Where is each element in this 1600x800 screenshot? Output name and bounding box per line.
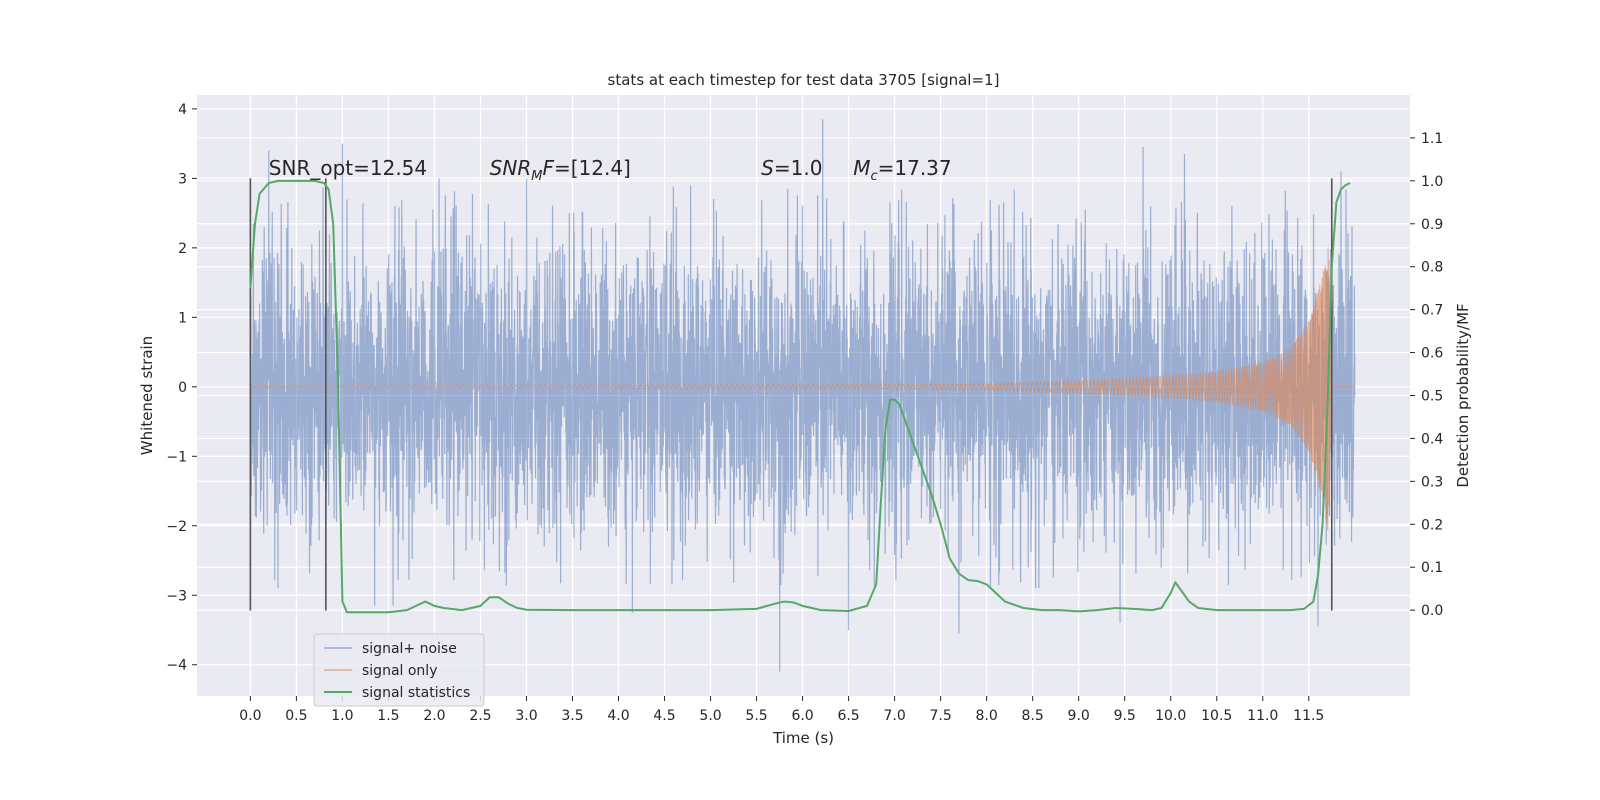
x-tick-label: 11.5 [1293, 708, 1324, 724]
x-tick-label: 7.0 [883, 708, 905, 724]
annotation-mc: Mc=17.37 [853, 156, 951, 184]
x-axis-label: Time (s) [772, 729, 834, 747]
annotation-mc-sub: c [870, 169, 877, 184]
y2-tick-label: 1.0 [1421, 174, 1443, 190]
chart-marks [249, 119, 1356, 672]
x-tick-label: 4.0 [607, 708, 629, 724]
y2-axis-label: Detection probability/MF [1454, 303, 1472, 487]
x-tick-label: 9.0 [1068, 708, 1090, 724]
annotation-s: S=1.0 [761, 156, 822, 180]
x-tick-label: 6.0 [791, 708, 813, 724]
y-tick-label: −4 [166, 658, 187, 674]
annotation-snr-mf: SNRMF=[12.4] [490, 156, 631, 184]
y-tick-label: 1 [178, 310, 187, 326]
x-tick-label: 9.5 [1114, 708, 1136, 724]
axes: 0.0 0.5 1.0 1.5 2.0 2.5 3.0 3.5 4.0 4.5 5.0 5.5 6.0 6… [166, 102, 1443, 724]
annotation-s-rest: =1.0 [774, 156, 823, 180]
x-tick-label: 5.0 [699, 708, 721, 724]
y-tick-label: −1 [166, 449, 187, 465]
x-tick-label: 2.5 [469, 708, 491, 724]
x-tick-label: 2.0 [423, 708, 445, 724]
legend-label: signal statistics [362, 685, 470, 701]
annotations: SNR_opt=12.54 SNRMF=[12.4] S=1.0 Mc=17.3… [269, 156, 952, 184]
y2-tick-label: 0.7 [1421, 303, 1443, 319]
y-axis-label: Whitened strain [138, 336, 156, 455]
y-tick-label: 4 [178, 102, 187, 118]
y2-tick-label: 0.3 [1421, 474, 1443, 490]
y-tick-label: 3 [178, 171, 187, 187]
x-tick-label: 7.5 [929, 708, 951, 724]
y2-tick-label: 0.0 [1421, 603, 1443, 619]
x-tick-label: 0.5 [285, 708, 307, 724]
y2-tick-label: 0.9 [1421, 217, 1443, 233]
x-tick-label: 8.5 [1022, 708, 1044, 724]
series-signal-statistics [249, 179, 1351, 614]
legend-label: signal only [362, 663, 437, 679]
chart-title: stats at each timestep for test data 370… [608, 71, 1000, 89]
series-signal-noise [249, 119, 1356, 672]
legend-box [313, 633, 485, 707]
x-tick-label: 4.5 [653, 708, 675, 724]
x-tick-label: 3.0 [515, 708, 537, 724]
annotation-mc-rest: =17.37 [878, 156, 952, 180]
legend-label: signal+ noise [362, 641, 457, 657]
y2-tick-label: 0.4 [1421, 431, 1443, 447]
y2-tick-label: 1.1 [1421, 131, 1443, 147]
y2-tick-label: 0.1 [1421, 560, 1443, 576]
x-tick-label: 11.0 [1247, 708, 1278, 724]
y2-tick-label: 0.8 [1421, 260, 1443, 276]
x-tick-label: 0.0 [239, 708, 261, 724]
x-tick-label: 10.0 [1155, 708, 1186, 724]
x-tick-label: 1.5 [377, 708, 399, 724]
annotation-snr-mf-sub: M [531, 169, 542, 184]
annotation-mc-main: M [853, 156, 870, 180]
legend: signal+ noise signal only signal statistic… [313, 633, 485, 707]
y2-tick-label: 0.5 [1421, 389, 1443, 405]
x-tick-label: 10.5 [1201, 708, 1232, 724]
y-tick-label: −2 [166, 519, 187, 535]
y-tick-label: 0 [178, 380, 187, 396]
annotation-snr-mf-main: SNR [490, 156, 532, 180]
annotation-snr-mf-f: F [542, 156, 554, 180]
x-tick-label: 1.0 [331, 708, 353, 724]
y2-tick-label: 0.2 [1421, 517, 1443, 533]
x-tick-label: 8.0 [976, 708, 998, 724]
annotation-s-main: S [761, 156, 774, 180]
x-tick-label: 3.5 [561, 708, 583, 724]
annotation-snr-mf-rest: =[12.4] [554, 156, 631, 180]
y-tick-label: −3 [166, 588, 187, 604]
x-tick-label: 5.5 [745, 708, 767, 724]
annotation-snr-opt: SNR_opt=12.54 [269, 156, 427, 180]
x-tick-label: 6.5 [837, 708, 859, 724]
series-signal-only [250, 247, 1355, 531]
y-tick-label: 2 [178, 241, 187, 257]
y2-tick-label: 0.6 [1421, 346, 1443, 362]
